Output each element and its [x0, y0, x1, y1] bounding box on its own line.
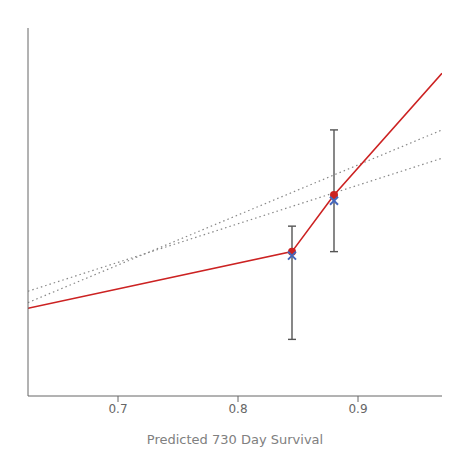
svg-text:0.9: 0.9 [348, 402, 367, 416]
svg-text:Predicted 730 Day Survival: Predicted 730 Day Survival [147, 432, 323, 447]
svg-text:0.7: 0.7 [108, 402, 127, 416]
svg-text:0.8: 0.8 [228, 402, 247, 416]
